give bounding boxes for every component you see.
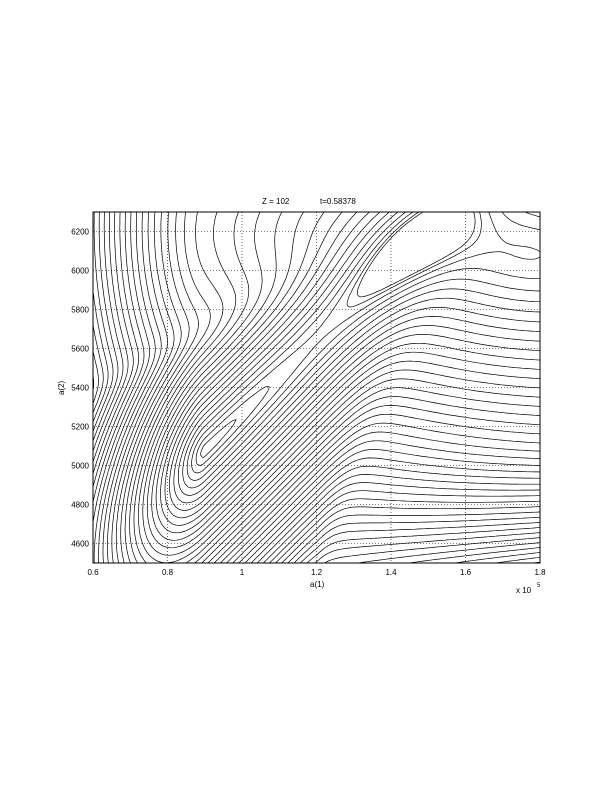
contour-line <box>164 211 541 519</box>
contour-line <box>191 211 541 474</box>
contour-line <box>129 211 541 564</box>
contour-line <box>173 211 541 504</box>
x-tick-label: 0.8 <box>162 568 174 577</box>
contour-line <box>146 211 541 549</box>
contour-line <box>93 211 541 564</box>
chart-title-t: t=0.58378 <box>320 197 356 206</box>
y-tick-label: 6200 <box>71 228 89 237</box>
contour-line <box>169 211 541 511</box>
y-tick-label: 5600 <box>71 345 89 354</box>
y-tick-label: 6000 <box>71 267 89 276</box>
contour-line <box>186 211 541 481</box>
contour-line <box>92 211 541 564</box>
contour-line <box>151 211 541 541</box>
x-axis-label: a(1) <box>310 580 325 589</box>
x-tick-label: 1.6 <box>460 568 472 577</box>
x-multiplier-exponent: 5 <box>537 583 541 589</box>
contour-line <box>195 211 482 466</box>
contour-line <box>92 290 541 564</box>
y-tick-label: 4600 <box>71 540 89 549</box>
contour-line <box>111 211 541 564</box>
y-axis-label: a(2) <box>57 380 66 395</box>
contour-line <box>92 351 541 564</box>
y-tick-label: 5000 <box>71 462 89 471</box>
contour-line <box>92 211 540 564</box>
contour-line <box>92 211 540 564</box>
x-tick-label: 1.2 <box>311 568 323 577</box>
y-tick-label: 5200 <box>71 423 89 432</box>
contour-line <box>495 556 541 564</box>
x-tick-label: 0.6 <box>87 568 99 577</box>
contour-line <box>133 211 541 564</box>
contour-line <box>177 211 541 496</box>
contour-line <box>92 211 540 564</box>
chart-title-z: Z = 102 <box>262 197 290 206</box>
x-axis: 0.6 0.8 1 1.2 1.4 1.6 1.8 <box>87 568 546 577</box>
contour-line <box>92 211 541 564</box>
contour-line <box>142 211 541 556</box>
x-tick-label: 1.8 <box>534 568 546 577</box>
x-tick-label: 1.4 <box>385 568 397 577</box>
contour-line <box>120 211 541 564</box>
y-tick-label: 4800 <box>71 501 89 510</box>
contour-line <box>107 211 541 564</box>
contour-line <box>92 212 541 564</box>
contour-line <box>102 211 541 564</box>
y-tick-label: 5800 <box>71 306 89 315</box>
contour-line <box>115 211 541 564</box>
contour-line <box>92 211 540 564</box>
contour-line <box>155 211 541 534</box>
x-tick-label: 1 <box>240 568 245 577</box>
contour-line <box>182 211 541 489</box>
contour-line <box>453 552 541 564</box>
y-axis: 4600 4800 5000 5200 5400 5600 5800 6000 6200 <box>71 228 89 549</box>
x-multiplier: x 10 <box>516 586 532 595</box>
contour-line <box>98 211 541 564</box>
contour-line <box>200 211 476 459</box>
y-tick-label: 5400 <box>71 384 89 393</box>
contours <box>92 211 541 564</box>
contour-line <box>92 212 541 564</box>
contour-line <box>124 211 541 564</box>
plot-frame <box>92 211 541 564</box>
contour-line <box>408 547 541 564</box>
contour-line <box>138 211 541 564</box>
contour-line <box>160 211 541 526</box>
